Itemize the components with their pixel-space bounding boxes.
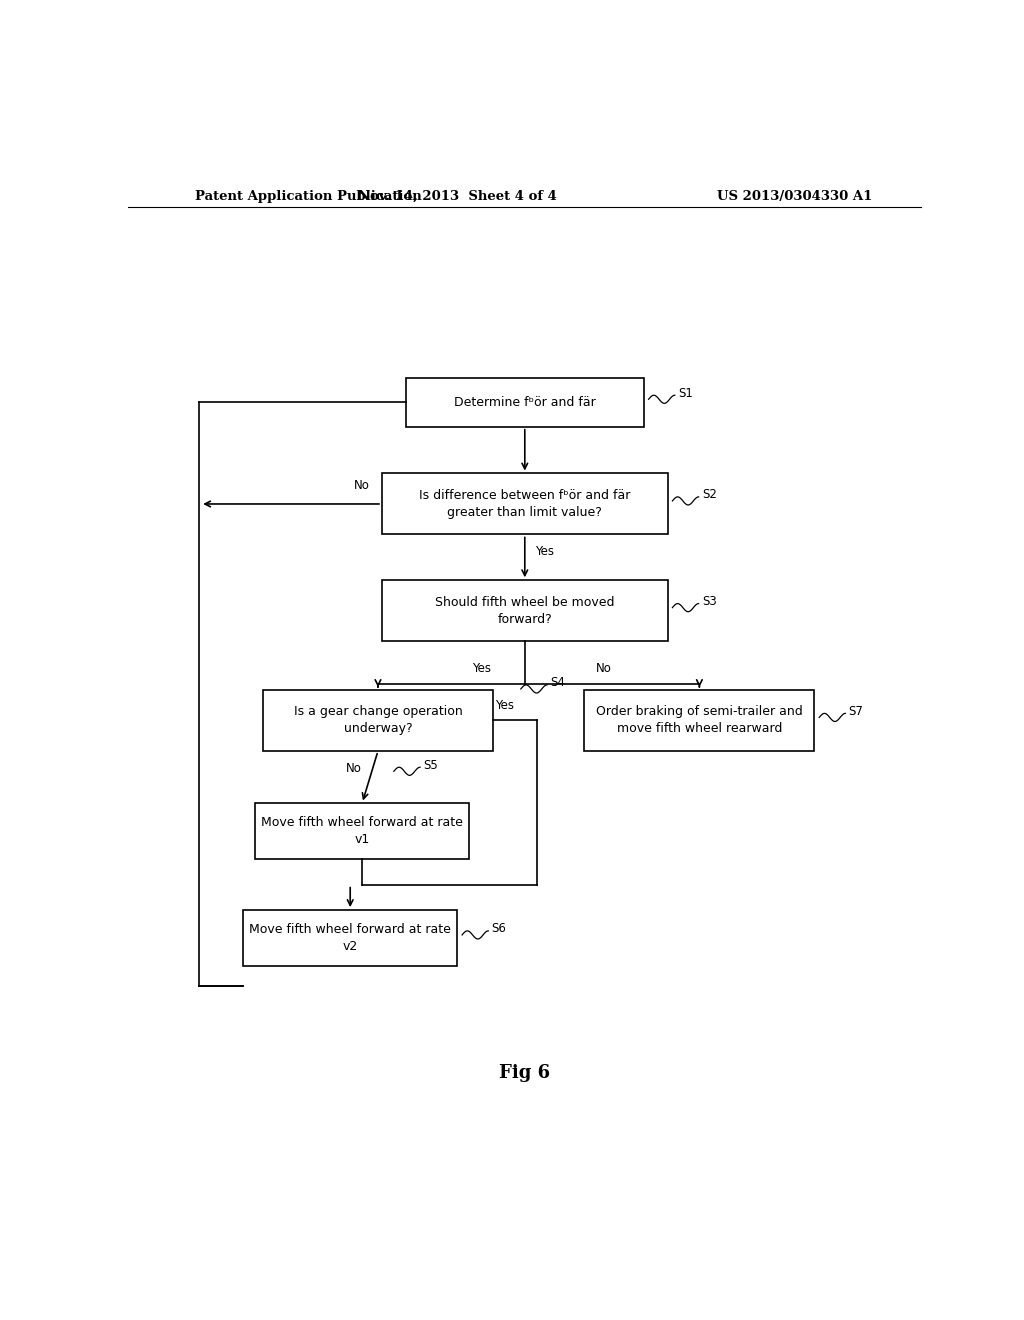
Text: Is difference between fᵇör and fär
greater than limit value?: Is difference between fᵇör and fär great… [419,488,631,519]
Text: No: No [346,762,362,775]
Text: S4: S4 [550,676,565,689]
Text: S1: S1 [678,387,693,400]
Text: Determine fᵇör and fär: Determine fᵇör and fär [454,396,596,409]
Text: No: No [596,663,612,675]
Text: Is a gear change operation
underway?: Is a gear change operation underway? [294,705,463,735]
Text: Yes: Yes [472,663,490,675]
Text: Yes: Yes [496,698,514,711]
Text: S6: S6 [492,923,506,936]
Text: Move fifth wheel forward at rate
v2: Move fifth wheel forward at rate v2 [249,923,452,953]
Text: Move fifth wheel forward at rate
v1: Move fifth wheel forward at rate v1 [261,816,463,846]
Text: Nov. 14, 2013  Sheet 4 of 4: Nov. 14, 2013 Sheet 4 of 4 [358,190,557,202]
Text: S5: S5 [423,759,438,772]
Text: S3: S3 [701,595,717,609]
Text: S7: S7 [849,705,863,718]
Text: No: No [354,479,370,492]
Text: Yes: Yes [536,545,554,558]
Bar [406,378,644,426]
Text: Patent Application Publication: Patent Application Publication [196,190,422,202]
Bar [263,690,494,751]
Bar [585,690,814,751]
Bar [382,581,668,642]
Text: Should fifth wheel be moved
forward?: Should fifth wheel be moved forward? [435,595,614,626]
Bar [255,804,469,859]
Text: S2: S2 [701,488,717,502]
Text: Fig 6: Fig 6 [500,1064,550,1082]
Bar [382,474,668,535]
Text: Order braking of semi-trailer and
move fifth wheel rearward: Order braking of semi-trailer and move f… [596,705,803,735]
Bar [243,909,458,966]
Text: US 2013/0304330 A1: US 2013/0304330 A1 [717,190,872,202]
